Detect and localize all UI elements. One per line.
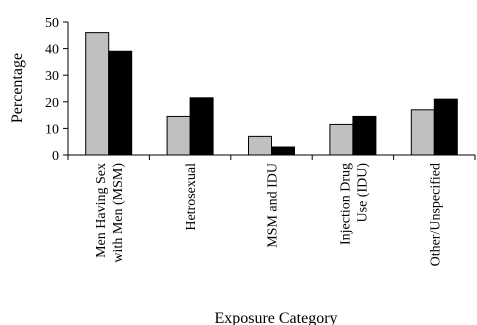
bar-3-series-1 [352,115,377,156]
bar-3-series-0 [329,123,354,156]
bar-1-series-0 [166,115,191,156]
x-tick-label: Use (IDU) [355,163,370,223]
bar-2-series-1 [271,146,295,156]
x-axis-title: Exposure Category [214,310,337,325]
bar-1-series-1 [189,97,214,156]
axes-group [67,22,475,156]
y-axis-title: Percentage [9,53,26,123]
x-category-labels: Men Having Sex with Men (MSM) Hetrosexual M… [94,163,443,267]
x-tick-label: Other/Unspecified [428,163,443,266]
y-tick-label: 30 [45,69,59,84]
y-ticks-group: 0 10 20 30 40 50 [45,16,68,164]
bar-2-series-0 [248,135,272,156]
x-tick-label: with Men (MSM) [111,163,126,263]
y-tick-label: 20 [45,96,59,111]
x-category-label-4: Other/Unspecified [428,163,443,266]
bar-4-series-0 [410,109,435,156]
x-ticks-group [67,155,476,160]
x-tick-label: Hetrosexual [184,163,199,231]
x-tick-label: Injection Drug [338,163,353,245]
x-tick-label: MSM and IDU [266,163,281,248]
bar-4-series-1 [433,98,458,156]
y-tick-label: 40 [45,43,59,58]
x-tick-label: Men Having Sex [94,163,109,258]
bars-group [85,32,458,156]
y-tick-label: 10 [45,122,59,137]
x-category-label-3: Injection Drug Use (IDU) [338,163,370,245]
x-category-label-0: Men Having Sex with Men (MSM) [94,163,126,263]
y-tick-label: 50 [45,16,59,31]
bar-0-series-0 [85,32,110,156]
x-category-label-1: Hetrosexual [184,163,199,231]
y-tick-label: 0 [52,149,59,164]
x-category-label-2: MSM and IDU [266,163,281,248]
bar-0-series-1 [108,50,133,156]
